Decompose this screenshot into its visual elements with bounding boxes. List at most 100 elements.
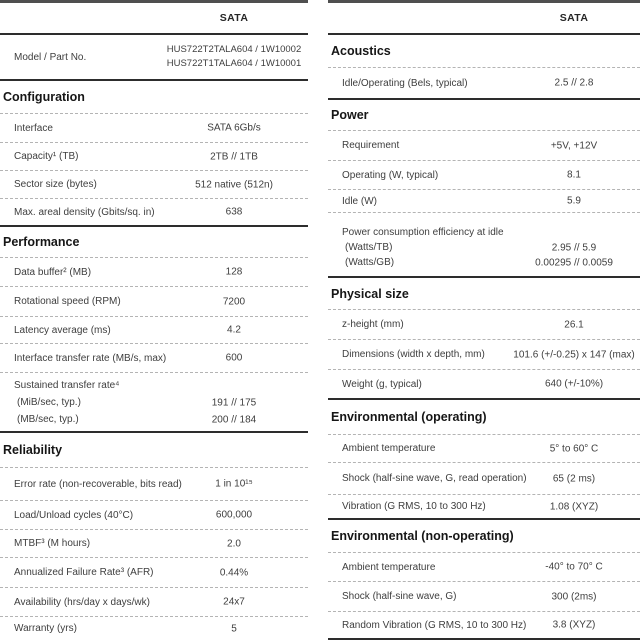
model-part-no-row: Model / Part No. HUS722T2TALA604 / 1W100… xyxy=(0,35,308,81)
row-availability: Availability (hrs/day x days/wk) 24x7 xyxy=(0,588,308,617)
row-value: 128 xyxy=(225,266,243,278)
row-value: +5V, +12V xyxy=(550,140,598,151)
row-value: 0.00295 // 0.0059 xyxy=(535,257,613,268)
row-shock-non-operating: Shock (half-sine wave, G) 300 (2ms) xyxy=(328,582,640,612)
row-label: Rotational speed (RPM) xyxy=(14,296,121,307)
power-efficiency-header-line: Power consumption efficiency at idle xyxy=(328,225,640,240)
model-line-2: HUS722T1TALA604 / 1W10001 xyxy=(166,58,302,69)
row-value: 5.9 xyxy=(567,195,581,207)
row-power-operating: Operating (W, typical) 8.1 xyxy=(328,161,640,190)
row-label: Shock (half-sine wave, G) xyxy=(342,591,457,602)
left-header-row: SATA xyxy=(0,3,308,35)
row-label: Power consumption efficiency at idle xyxy=(342,227,504,238)
row-sector-size: Sector size (bytes) 512 native (512n) xyxy=(0,171,308,199)
row-value: 65 (2 ms) xyxy=(552,473,596,484)
row-label: MTBF³ (M hours) xyxy=(14,538,91,549)
row-label: Weight (g, typical) xyxy=(342,378,422,390)
row-value: 2.95 // 5.9 xyxy=(551,242,597,253)
sustained-mib-line: (MiB/sec, typ.) 191 // 175 xyxy=(0,394,308,411)
row-sustained-transfer-rate: Sustained transfer rate⁴ (MiB/sec, typ.)… xyxy=(0,373,308,433)
row-label: Random Vibration (G RMS, 10 to 300 Hz) xyxy=(342,619,527,631)
row-error-rate: Error rate (non-recoverable, bits read) … xyxy=(0,468,308,501)
row-label: Operating (W, typical) xyxy=(342,169,439,181)
row-value: 2.0 xyxy=(227,538,241,549)
row-value: 191 // 175 xyxy=(211,397,257,408)
row-label: Data buffer² (MB) xyxy=(14,266,92,278)
row-value: 5° to 60° C xyxy=(549,443,599,454)
row-value: 101.6 (+/-0.25) x 147 (max) xyxy=(513,349,635,360)
row-value: 1.08 (XYZ) xyxy=(549,501,599,512)
row-dimensions: Dimensions (width x depth, mm) 101.6 (+/… xyxy=(328,340,640,370)
row-label: (Watts/GB) xyxy=(345,257,395,268)
row-value: 300 (2ms) xyxy=(551,591,597,602)
model-part-no-values: HUS722T2TALA604 / 1W10002 HUS722T1TALA60… xyxy=(160,43,308,71)
row-value: 3.8 (XYZ) xyxy=(552,619,596,631)
section-heading-physical-size: Physical size xyxy=(328,278,640,310)
row-value: 4.2 xyxy=(227,324,241,336)
row-ambient-temperature-operating: Ambient temperature 5° to 60° C xyxy=(328,435,640,463)
row-data-buffer: Data buffer² (MB) 128 xyxy=(0,258,308,287)
row-label: Sector size (bytes) xyxy=(14,179,97,190)
row-interface: Interface SATA 6Gb/s xyxy=(0,114,308,143)
section-heading-environmental-non-operating: Environmental (non-operating) xyxy=(328,520,640,553)
row-value: 5 xyxy=(231,623,237,634)
row-random-vibration-non-operating: Random Vibration (G RMS, 10 to 300 Hz) 3… xyxy=(328,612,640,640)
row-latency-average: Latency average (ms) 4.2 xyxy=(0,317,308,344)
row-value: 200 // 184 xyxy=(211,414,257,425)
row-ambient-temperature-non-operating: Ambient temperature -40° to 70° C xyxy=(328,553,640,582)
row-value: 0.44% xyxy=(219,567,249,578)
row-warranty: Warranty (yrs) 5 xyxy=(0,617,308,640)
row-value: 24x7 xyxy=(223,596,245,608)
row-weight: Weight (g, typical) 640 (+/-10%) xyxy=(328,370,640,400)
row-label: Shock (half-sine wave, G, read operation… xyxy=(342,473,527,484)
row-value: SATA 6Gb/s xyxy=(207,122,261,134)
row-label: Ambient temperature xyxy=(342,443,436,454)
row-label: Availability (hrs/day x days/wk) xyxy=(14,596,150,608)
row-power-requirement: Requirement +5V, +12V xyxy=(328,131,640,161)
row-value: 2TB // 1TB xyxy=(210,151,258,162)
row-power-idle: Idle (W) 5.9 xyxy=(328,190,640,213)
model-line-1: HUS722T2TALA604 / 1W10002 xyxy=(166,44,302,55)
row-idle-operating-bels: Idle/Operating (Bels, typical) 2.5 // 2.… xyxy=(328,68,640,100)
row-max-areal-density: Max. areal density (Gbits/sq. in) 638 xyxy=(0,199,308,227)
row-load-unload-cycles: Load/Unload cycles (40°C) 600,000 xyxy=(0,501,308,530)
row-mtbf: MTBF³ (M hours) 2.0 xyxy=(0,530,308,558)
row-value: 26.1 xyxy=(564,319,584,330)
row-annualized-failure-rate: Annualized Failure Rate³ (AFR) 0.44% xyxy=(0,558,308,588)
row-label: Vibration (G RMS, 10 to 300 Hz) xyxy=(342,501,486,512)
row-label: (MiB/sec, typ.) xyxy=(17,397,81,408)
row-label: Capacity¹ (TB) xyxy=(14,151,79,162)
right-sata-column-header: SATA xyxy=(559,12,589,24)
row-label: Ambient temperature xyxy=(342,561,436,573)
row-label: Annualized Failure Rate³ (AFR) xyxy=(14,567,154,578)
row-value: 2.5 // 2.8 xyxy=(554,77,594,89)
left-sata-column-header: SATA xyxy=(219,12,249,24)
section-heading-performance: Performance xyxy=(0,227,308,258)
watts-per-tb-line: (Watts/TB) 2.95 // 5.9 xyxy=(328,240,640,255)
row-value: 638 xyxy=(225,206,243,218)
section-heading-acoustics: Acoustics xyxy=(328,35,640,68)
row-label: Max. areal density (Gbits/sq. in) xyxy=(14,206,155,218)
row-value: 600,000 xyxy=(215,509,253,521)
row-value: 7200 xyxy=(222,296,246,307)
section-heading-environmental-operating: Environmental (operating) xyxy=(328,400,640,435)
row-value: 1 in 10¹⁵ xyxy=(215,478,253,490)
row-value: -40° to 70° C xyxy=(545,561,603,573)
row-label: Requirement xyxy=(342,140,400,151)
row-rotational-speed: Rotational speed (RPM) 7200 xyxy=(0,287,308,317)
section-heading-configuration: Configuration xyxy=(0,81,308,114)
sustained-mb-line: (MB/sec, typ.) 200 // 184 xyxy=(0,411,308,428)
row-power-consumption-efficiency: Power consumption efficiency at idle (Wa… xyxy=(328,213,640,278)
row-capacity: Capacity¹ (TB) 2TB // 1TB xyxy=(0,143,308,171)
row-vibration-operating: Vibration (G RMS, 10 to 300 Hz) 1.08 (XY… xyxy=(328,495,640,520)
row-label: (MB/sec, typ.) xyxy=(17,414,79,425)
row-label: Idle (W) xyxy=(342,195,377,207)
left-spec-table: SATA Model / Part No. HUS722T2TALA604 / … xyxy=(0,0,308,640)
row-label: Interface xyxy=(14,122,53,134)
row-label: Sustained transfer rate⁴ xyxy=(14,380,120,391)
row-label: Load/Unload cycles (40°C) xyxy=(14,509,134,521)
section-heading-power: Power xyxy=(328,100,640,131)
row-value: 8.1 xyxy=(567,169,581,181)
row-interface-transfer-rate: Interface transfer rate (MB/s, max) 600 xyxy=(0,344,308,373)
row-value: 600 xyxy=(225,352,243,364)
